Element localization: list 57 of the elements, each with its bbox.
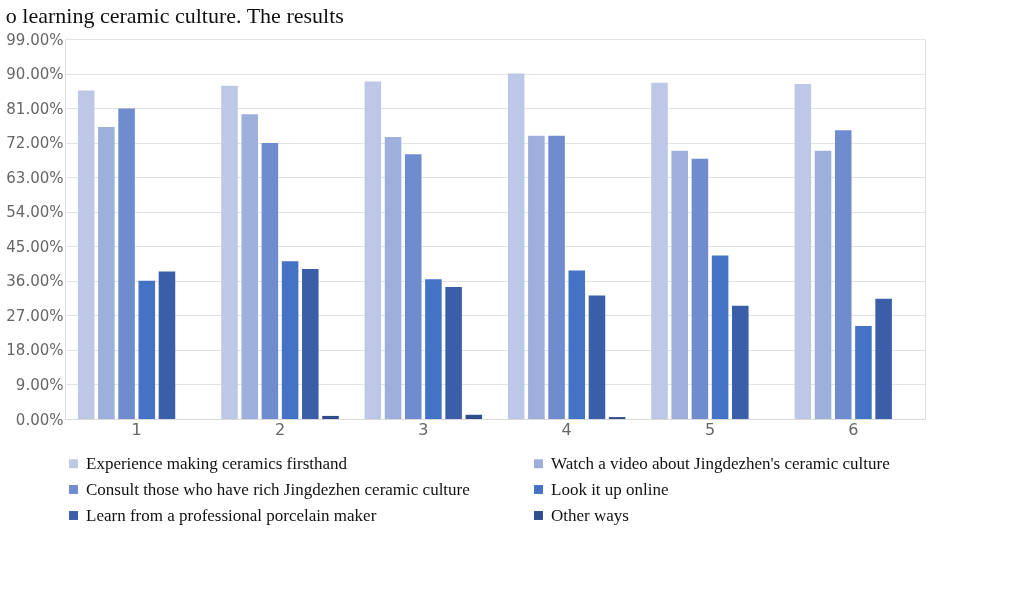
y-tick-label: 0.00%: [15, 410, 64, 429]
bar: [364, 81, 382, 419]
x-tick-label: 5: [704, 419, 716, 439]
bar: [221, 85, 238, 419]
bar: [671, 150, 688, 419]
y-tick-label: 18.00%: [6, 341, 64, 360]
bar: [507, 73, 525, 419]
bar: [158, 271, 176, 419]
legend-label: Learn from a professional porcelain maker: [86, 505, 377, 525]
bar: [651, 82, 668, 419]
bar: [528, 135, 545, 419]
legend-label: Watch a video about Jingdezhen's ceramic culture: [551, 453, 890, 473]
y-tick-label: 63.00%: [6, 168, 64, 187]
y-tick-label: 36.00%: [6, 272, 64, 291]
y-tick-label: 72.00%: [6, 134, 64, 153]
bar: [118, 108, 135, 419]
bar: [384, 136, 402, 419]
bar: [834, 130, 852, 419]
y-tick-label: 45.00%: [6, 237, 64, 256]
bar: [875, 298, 892, 419]
bar: [77, 90, 95, 419]
bar: [261, 143, 279, 419]
x-tick-label: 6: [848, 419, 859, 439]
bar: [794, 83, 812, 419]
y-tick-label: 9.00%: [15, 375, 64, 394]
bar: [465, 414, 483, 419]
legend-label: Consult those who have rich Jingdezhen ceramic culture: [86, 479, 470, 499]
x-tick-label: 3: [418, 419, 429, 439]
y-tick-label: 99.00%: [6, 30, 64, 49]
legend-label: Experience making ceramics firsthand: [86, 453, 348, 473]
bar: [404, 154, 422, 419]
x-tick-label: 1: [131, 419, 142, 439]
bar: [98, 126, 115, 419]
legend-label: Look it up online: [551, 479, 669, 499]
bar: [425, 279, 442, 419]
bar: [548, 135, 565, 419]
bar: [814, 150, 832, 419]
bar: [732, 305, 749, 419]
y-tick-label: 27.00%: [6, 306, 64, 325]
bar: [588, 295, 606, 419]
legend-label: Other ways: [551, 505, 629, 525]
y-tick-label: 90.00%: [6, 65, 64, 84]
x-tick-label: 2: [274, 419, 286, 439]
bar: [568, 270, 586, 419]
x-tick-label: 4: [561, 419, 572, 439]
bar: [322, 415, 339, 419]
bar: [281, 261, 299, 419]
text: o learning ceramic culture. The results: [5, 3, 344, 28]
bar: [691, 158, 709, 419]
bar: [445, 286, 462, 419]
bar: [138, 280, 156, 419]
bar: [302, 268, 319, 419]
bar: [711, 255, 729, 419]
y-tick-label: 81.00%: [6, 99, 64, 118]
bar: [855, 326, 872, 419]
bar: [241, 114, 258, 419]
y-tick-label: 54.00%: [6, 203, 64, 222]
